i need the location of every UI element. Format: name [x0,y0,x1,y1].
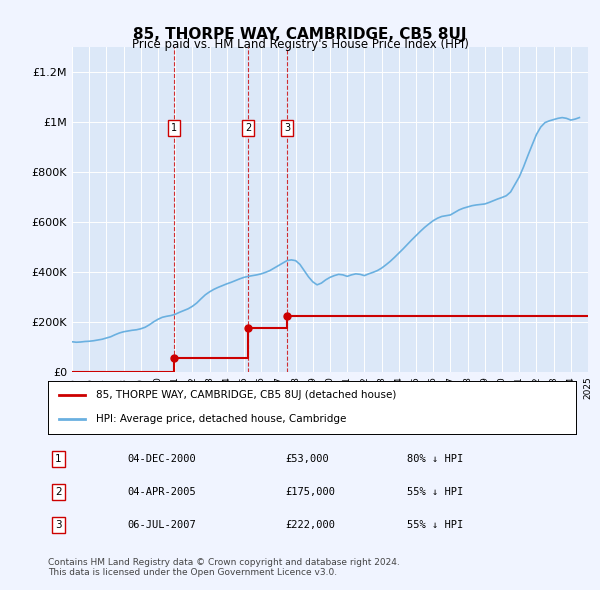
Text: 85, THORPE WAY, CAMBRIDGE, CB5 8UJ: 85, THORPE WAY, CAMBRIDGE, CB5 8UJ [133,27,467,41]
Text: 1: 1 [171,123,177,133]
Text: £175,000: £175,000 [286,487,335,497]
Text: Contains HM Land Registry data © Crown copyright and database right 2024.: Contains HM Land Registry data © Crown c… [48,558,400,566]
Text: 2: 2 [55,487,62,497]
Text: 04-DEC-2000: 04-DEC-2000 [127,454,196,464]
Text: 04-APR-2005: 04-APR-2005 [127,487,196,497]
Text: 3: 3 [55,520,62,530]
Text: 55% ↓ HPI: 55% ↓ HPI [407,520,463,530]
Text: 80% ↓ HPI: 80% ↓ HPI [407,454,463,464]
Text: £53,000: £53,000 [286,454,329,464]
Text: HPI: Average price, detached house, Cambridge: HPI: Average price, detached house, Camb… [95,414,346,424]
Text: 85, THORPE WAY, CAMBRIDGE, CB5 8UJ (detached house): 85, THORPE WAY, CAMBRIDGE, CB5 8UJ (deta… [95,391,396,401]
Text: 06-JUL-2007: 06-JUL-2007 [127,520,196,530]
Text: 2: 2 [245,123,251,133]
Text: 1: 1 [55,454,62,464]
Text: 55% ↓ HPI: 55% ↓ HPI [407,487,463,497]
Text: £222,000: £222,000 [286,520,335,530]
Text: Price paid vs. HM Land Registry's House Price Index (HPI): Price paid vs. HM Land Registry's House … [131,38,469,51]
Text: 3: 3 [284,123,290,133]
Text: This data is licensed under the Open Government Licence v3.0.: This data is licensed under the Open Gov… [48,568,337,576]
